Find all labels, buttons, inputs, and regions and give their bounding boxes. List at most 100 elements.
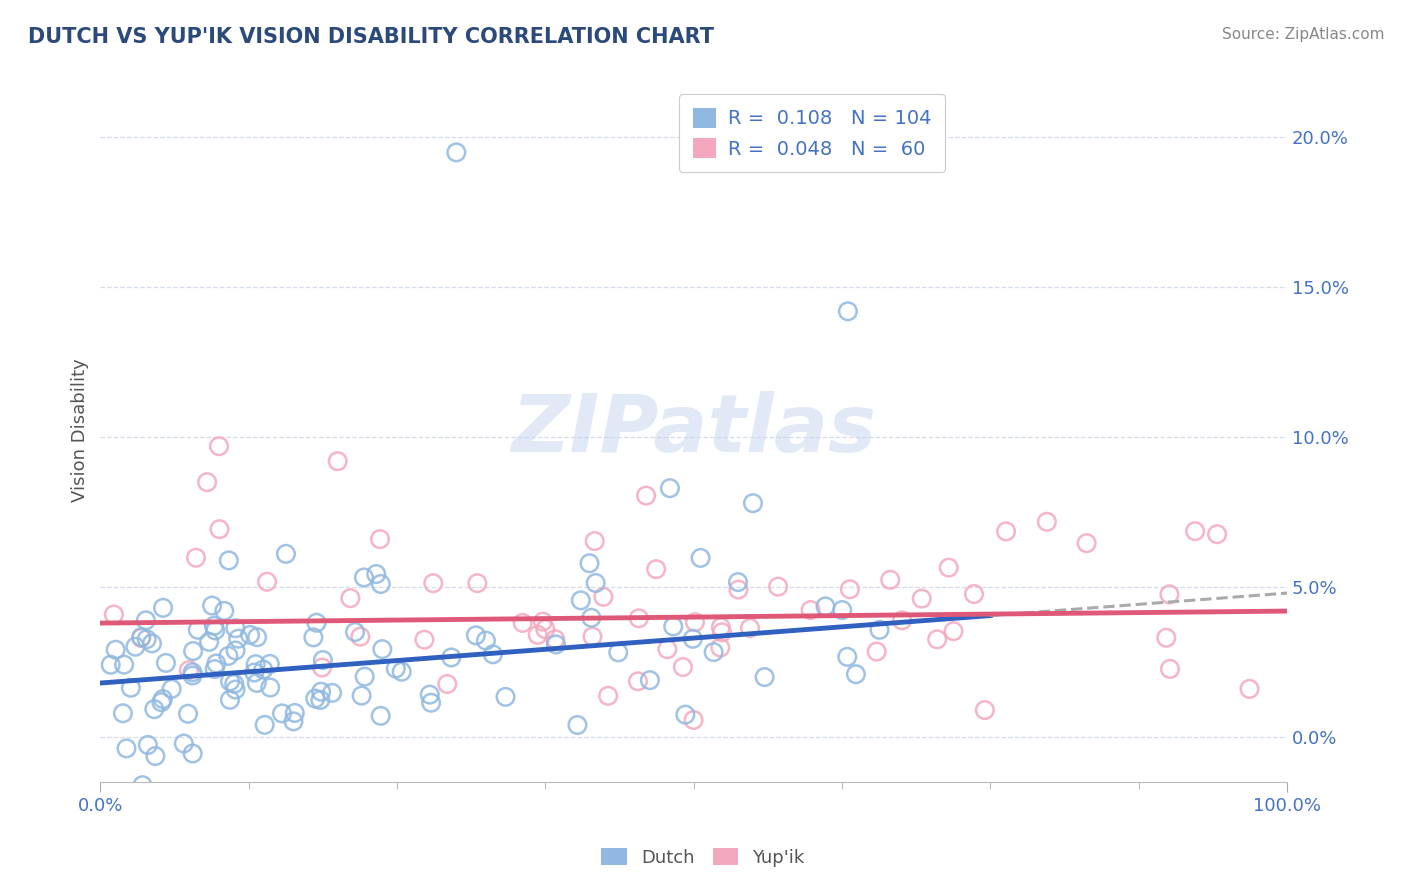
Point: [942, 624, 965, 639]
Point: [531, 615, 554, 629]
Point: [120, 681, 142, 695]
Point: [150, 695, 173, 709]
Point: [963, 587, 986, 601]
Point: [845, 667, 868, 681]
Point: [544, 637, 567, 651]
Point: [177, 706, 200, 721]
Point: [420, 696, 443, 710]
Point: [938, 560, 960, 574]
Point: [837, 649, 859, 664]
Point: [682, 632, 704, 646]
Point: [370, 709, 392, 723]
Point: [103, 607, 125, 622]
Point: [135, 613, 157, 627]
Text: ZIPatlas: ZIPatlas: [512, 391, 876, 468]
Point: [413, 632, 436, 647]
Point: [181, 665, 204, 680]
Point: [312, 653, 335, 667]
Point: [464, 628, 486, 642]
Point: [869, 623, 891, 637]
Point: [173, 737, 195, 751]
Point: [891, 613, 914, 627]
Point: [567, 718, 589, 732]
Point: [391, 665, 413, 679]
Point: [344, 625, 367, 640]
Point: [284, 706, 307, 720]
Point: [198, 635, 221, 649]
Point: [366, 567, 388, 582]
Point: [326, 454, 349, 468]
Point: [1154, 631, 1177, 645]
Point: [645, 562, 668, 576]
Point: [727, 575, 749, 590]
Point: [259, 657, 281, 671]
Point: [627, 611, 650, 625]
Point: [219, 674, 242, 689]
Point: [911, 591, 934, 606]
Point: [422, 576, 444, 591]
Point: [683, 615, 706, 630]
Point: [384, 662, 406, 676]
Point: [219, 693, 242, 707]
Point: [100, 657, 122, 672]
Point: [339, 591, 361, 606]
Point: [766, 580, 789, 594]
Point: [129, 630, 152, 644]
Point: [1159, 662, 1181, 676]
Point: [204, 624, 226, 638]
Point: [350, 689, 373, 703]
Point: [738, 621, 761, 635]
Point: [544, 632, 567, 647]
Point: [177, 663, 200, 677]
Point: [195, 475, 218, 490]
Point: [703, 645, 725, 659]
Point: [973, 703, 995, 717]
Point: [710, 625, 733, 640]
Point: [689, 550, 711, 565]
Point: [475, 633, 498, 648]
Point: [581, 611, 603, 625]
Point: [187, 623, 209, 637]
Point: [259, 681, 281, 695]
Point: [309, 684, 332, 698]
Point: [371, 642, 394, 657]
Point: [512, 615, 534, 630]
Point: [246, 676, 269, 690]
Point: [283, 714, 305, 729]
Point: [754, 670, 776, 684]
Point: [662, 619, 685, 633]
Point: [115, 741, 138, 756]
Point: [214, 604, 236, 618]
Point: [1159, 587, 1181, 601]
Point: [104, 642, 127, 657]
Point: [245, 657, 267, 672]
Point: [598, 689, 620, 703]
Point: [224, 682, 246, 697]
Y-axis label: Vision Disability: Vision Disability: [72, 358, 89, 501]
Point: [585, 576, 607, 591]
Point: [160, 681, 183, 696]
Point: [627, 674, 650, 689]
Point: [607, 645, 630, 659]
Point: [304, 691, 326, 706]
Point: [143, 702, 166, 716]
Point: [131, 778, 153, 792]
Point: [181, 644, 204, 658]
Point: [742, 496, 765, 510]
Point: [814, 599, 837, 614]
Point: [353, 570, 375, 584]
Point: [592, 590, 614, 604]
Point: [467, 576, 489, 591]
Point: [349, 630, 371, 644]
Point: [202, 619, 225, 633]
Point: [482, 648, 505, 662]
Point: [837, 304, 859, 318]
Point: [181, 747, 204, 761]
Point: [638, 673, 661, 688]
Point: [243, 665, 266, 680]
Point: [309, 693, 332, 707]
Point: [495, 690, 517, 704]
Point: [1239, 681, 1261, 696]
Point: [927, 632, 949, 647]
Point: [1036, 515, 1059, 529]
